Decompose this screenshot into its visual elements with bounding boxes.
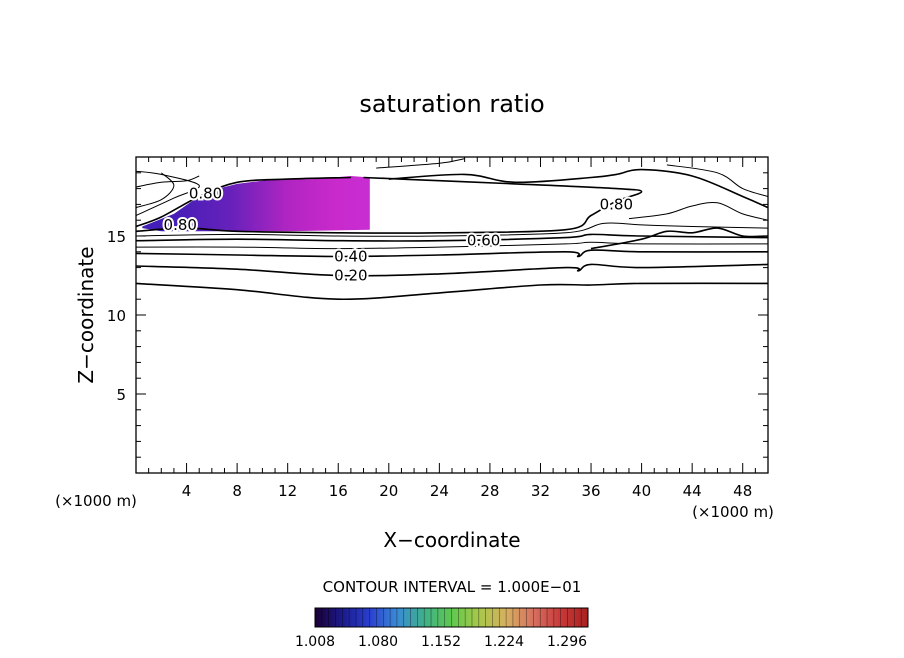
colorbar-tick-labels: 1.008 1.080 1.152 1.224 1.296 xyxy=(295,634,587,650)
colorbar-tick-label: 1.152 xyxy=(421,634,461,650)
contour-line xyxy=(666,164,768,197)
x-tick-label: 44 xyxy=(683,482,702,500)
x-tick-label: 40 xyxy=(632,482,651,500)
x-unit-label-right: (×1000 m) xyxy=(692,503,774,521)
contour-line xyxy=(136,233,768,242)
x-tick-label: 48 xyxy=(733,482,752,500)
colorbar-stripes xyxy=(321,608,582,627)
contour-line xyxy=(136,176,351,228)
colorbar-tick-label: 1.296 xyxy=(547,634,587,650)
contour-line xyxy=(136,176,643,234)
y-tick-label: 15 xyxy=(107,228,126,246)
x-tick-label: 16 xyxy=(329,482,348,500)
x-tick-label: 12 xyxy=(278,482,297,500)
contour-line xyxy=(136,172,175,209)
contour-line xyxy=(136,263,768,277)
colorbar-tick-label: 1.224 xyxy=(484,634,524,650)
contour-line xyxy=(376,158,465,169)
x-tick-label: 28 xyxy=(480,482,499,500)
contour-line xyxy=(136,175,200,188)
contour-lines xyxy=(136,158,768,301)
plot-area xyxy=(136,158,768,301)
x-tick-label: 24 xyxy=(430,482,449,500)
x-tick-label: 4 xyxy=(182,482,192,500)
contour-label: 0.20 xyxy=(334,267,367,285)
colorbar-tick-label: 1.080 xyxy=(358,634,398,650)
colorbar: 1.008 1.080 1.152 1.224 1.296 xyxy=(295,607,589,650)
x-axis-ticks: 4 8 12 16 20 24 28 32 36 40 44 48 xyxy=(148,157,756,500)
contour-label: 0.80 xyxy=(164,216,197,234)
contour-line xyxy=(388,168,768,209)
contour-label: 0.80 xyxy=(189,184,222,202)
y-tick-label: 10 xyxy=(107,307,126,325)
x-axis-label: X−coordinate xyxy=(383,528,520,552)
y-tick-label: 5 xyxy=(116,386,126,404)
supersaturated-region xyxy=(142,176,370,232)
x-tick-label: 36 xyxy=(581,482,600,500)
contour-labels: 0.200.40 0.60 0.80 0.80 0.80 xyxy=(162,182,635,286)
x-tick-label: 32 xyxy=(531,482,550,500)
chart-title: saturation ratio xyxy=(359,90,544,118)
contour-line xyxy=(136,282,768,301)
x-unit-label-left: (×1000 m) xyxy=(55,492,137,510)
x-tick-label: 8 xyxy=(232,482,242,500)
y-axis-ticks: 5 10 15 xyxy=(107,172,768,458)
contour-line xyxy=(136,170,200,216)
contour-line xyxy=(590,227,768,250)
x-tick-label: 20 xyxy=(379,482,398,500)
y-axis-label: Z−coordinate xyxy=(74,246,98,383)
contour-label: 0.40 xyxy=(334,248,367,266)
contour-line xyxy=(136,222,768,237)
contour-interval-label: CONTOUR INTERVAL = 1.000E−01 xyxy=(323,578,582,596)
contour-line xyxy=(136,241,768,250)
contour-label: 0.80 xyxy=(600,195,633,213)
contour-label: 0.60 xyxy=(467,232,500,250)
contour-line xyxy=(628,201,768,221)
contour-line xyxy=(136,249,768,258)
colorbar-tick-label: 1.008 xyxy=(295,634,335,650)
